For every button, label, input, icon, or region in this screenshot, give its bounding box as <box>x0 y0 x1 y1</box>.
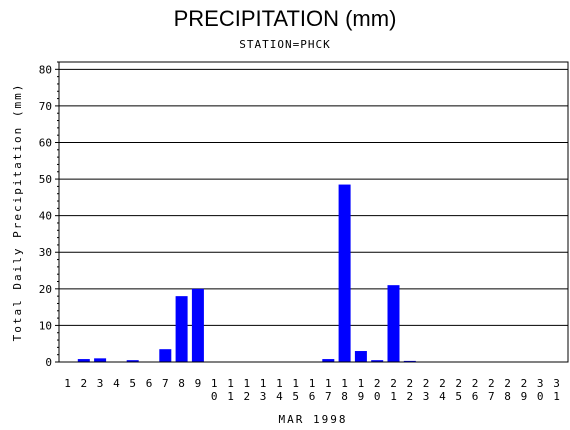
bar <box>191 288 204 362</box>
bar <box>175 296 188 362</box>
x-tick-label: 3 <box>97 377 104 390</box>
chart-subtitle: STATION=PHCK <box>239 38 331 51</box>
y-tick-label: 70 <box>39 100 52 113</box>
y-tick-label: 10 <box>39 319 52 332</box>
x-tick-label: 9 <box>195 377 202 390</box>
x-axis-label: MAR 1998 <box>279 413 348 426</box>
x-tick-label: 1 <box>64 377 71 390</box>
x-tick-label: 7 <box>162 377 169 390</box>
bar <box>354 351 367 362</box>
chart-title: PRECIPITATION (mm) <box>173 6 397 31</box>
bar <box>77 359 90 362</box>
bar <box>403 360 416 362</box>
y-tick-label: 50 <box>39 173 52 186</box>
y-tick-label: 60 <box>39 136 52 149</box>
y-tick-label: 40 <box>39 210 52 223</box>
y-tick-label: 20 <box>39 283 52 296</box>
x-tick-label: 5 <box>129 377 136 390</box>
x-tick-label: 2 <box>80 377 87 390</box>
y-tick-label: 0 <box>45 356 52 369</box>
y-tick-label: 30 <box>39 246 52 259</box>
x-tick-label: 8 <box>178 377 185 390</box>
bar <box>159 349 172 362</box>
y-axis-label: Total Daily Precipitation (mm) <box>11 83 24 342</box>
y-axis-ticks: 0 10 20 30 40 50 60 70 80 <box>39 61 59 369</box>
bar <box>371 360 384 362</box>
plot-frame <box>58 61 569 363</box>
bar <box>126 360 139 362</box>
x-axis-ticks: 1 2 3 4 5 6 7 8 9 1 01 11 21 31 41 51 61 71 81 92 02 12 22 32 42… <box>64 377 560 403</box>
y-tick-label: 80 <box>39 63 52 76</box>
bars <box>77 184 416 362</box>
bar <box>338 184 351 362</box>
grid-lines <box>59 68 568 326</box>
bar <box>94 358 107 362</box>
bar <box>387 285 400 362</box>
x-tick-label: 6 <box>146 377 153 390</box>
x-tick-label: 4 <box>113 377 120 390</box>
bar <box>322 359 335 362</box>
